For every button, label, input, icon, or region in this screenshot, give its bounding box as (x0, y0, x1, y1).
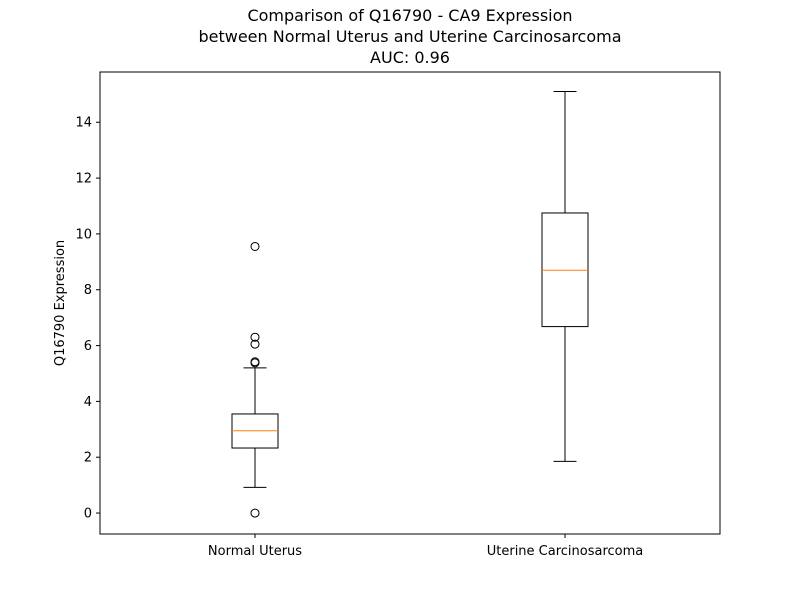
outlier-point (250, 241, 260, 251)
y-tick-label: 6 (84, 339, 92, 354)
y-tick-label: 8 (84, 283, 92, 298)
chart-title-line-2: between Normal Uterus and Uterine Carcin… (198, 27, 622, 46)
outlier-point (250, 332, 260, 342)
x-tick-label: Uterine Carcinosarcoma (487, 544, 644, 559)
x-axis-ticks: Normal Uterus Uterine Carcinosarcoma (208, 534, 643, 559)
outlier-point (250, 358, 260, 368)
box-group (541, 91, 589, 462)
y-tick-label: 2 (84, 451, 92, 466)
box-group (231, 241, 279, 518)
chart-title-line-1: Comparison of Q16790 - CA9 Expression (247, 6, 573, 25)
outlier-point (250, 339, 260, 349)
box-plots (231, 91, 589, 518)
y-axis-ticks: 0 2 4 6 8 10 12 14 (75, 116, 100, 522)
chart-title-line-3: AUC: 0.96 (370, 48, 450, 67)
y-tick-label: 12 (75, 172, 92, 187)
y-tick-label: 4 (84, 395, 92, 410)
outlier-point (250, 508, 260, 518)
y-tick-label: 14 (75, 116, 92, 131)
x-tick-label: Normal Uterus (208, 544, 302, 559)
y-tick-label: 0 (84, 507, 92, 522)
y-tick-label: 10 (75, 227, 92, 242)
axes-frame (99, 71, 721, 535)
y-axis-label: Q16790 Expression (53, 240, 68, 366)
